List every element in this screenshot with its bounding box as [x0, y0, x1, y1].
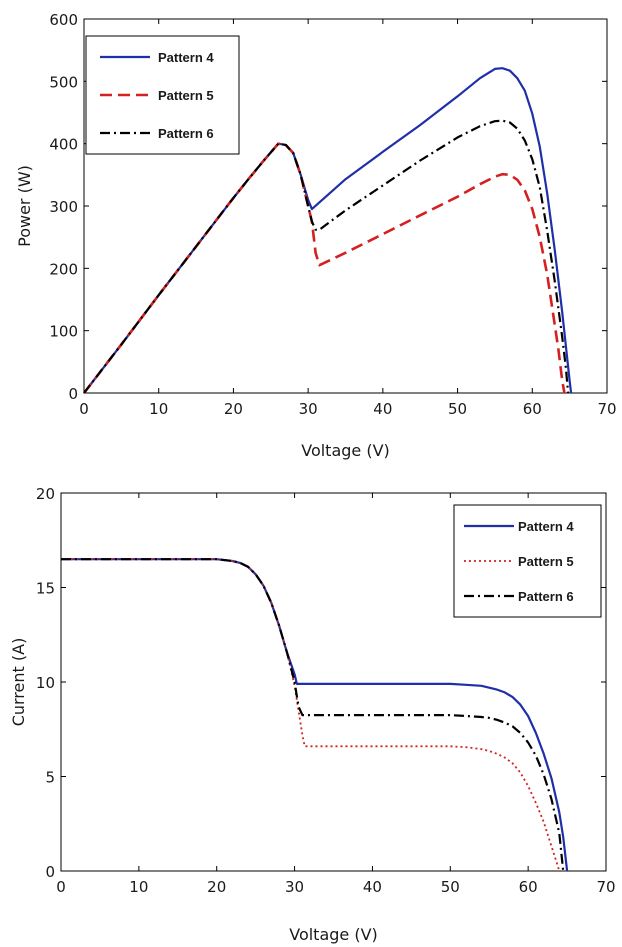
x-tick-label: 60	[523, 400, 542, 418]
x-tick-label: 50	[441, 878, 460, 896]
series-line-3	[61, 558, 565, 872]
series-line-2	[82, 142, 566, 394]
y-tick-label: 20	[36, 485, 55, 503]
legend-label-1: Pattern 4	[518, 519, 574, 534]
y-axis-label: Current (A)	[9, 638, 28, 727]
x-tick-label: 70	[597, 400, 616, 418]
y-axis-label: Power (W)	[15, 165, 34, 247]
x-tick-label: 30	[299, 400, 318, 418]
series-line-1	[61, 558, 569, 872]
y-tick-label: 0	[45, 863, 55, 881]
legend: Pattern 4 Pattern 5 Pattern 6	[85, 35, 240, 155]
x-axis-label: Voltage (V)	[289, 925, 378, 944]
x-tick-label: 70	[596, 878, 615, 896]
x-tick-label: 30	[285, 878, 304, 896]
y-tick-label: 500	[49, 73, 78, 91]
y-tick-label: 100	[49, 323, 78, 341]
legend-label-2: Pattern 5	[518, 554, 574, 569]
series-line-3	[83, 119, 570, 394]
x-tick-label: 50	[448, 400, 467, 418]
x-tick-label: 10	[149, 400, 168, 418]
legend-box	[453, 504, 602, 618]
y-tick-label: 10	[36, 674, 55, 692]
y-tick-label: 5	[45, 769, 55, 787]
legend: Pattern 4 Pattern 5 Pattern 6	[453, 504, 602, 618]
legend-label-1: Pattern 4	[158, 50, 214, 65]
current-voltage-chart: 0 10 20 30 40 50 60 70 0 5 10 15 20 Voltage (V) Curren…	[9, 485, 616, 944]
x-tick-label: 60	[519, 878, 538, 896]
power-voltage-chart: 0 10 20 30 40 50 60 70 0 100 200 300 400 500 600 Voltag…	[15, 11, 617, 460]
legend-label-2: Pattern 5	[158, 88, 214, 103]
y-tick-label: 15	[36, 580, 55, 598]
y-tick-label: 0	[68, 385, 78, 403]
x-tick-label: 10	[129, 878, 148, 896]
legend-label-3: Pattern 6	[518, 589, 574, 604]
x-tick-label: 0	[56, 878, 66, 896]
x-tick-label: 0	[79, 400, 89, 418]
x-tick-label: 40	[373, 400, 392, 418]
y-tick-label: 200	[49, 260, 78, 278]
legend-label-3: Pattern 6	[158, 126, 214, 141]
x-axis-label: Voltage (V)	[301, 441, 390, 460]
y-tick-label: 300	[49, 198, 78, 216]
x-tick-label: 20	[224, 400, 243, 418]
y-tick-label: 400	[49, 136, 78, 154]
y-tick-label: 600	[49, 11, 78, 29]
x-tick-label: 20	[207, 878, 226, 896]
x-tick-label: 40	[363, 878, 382, 896]
